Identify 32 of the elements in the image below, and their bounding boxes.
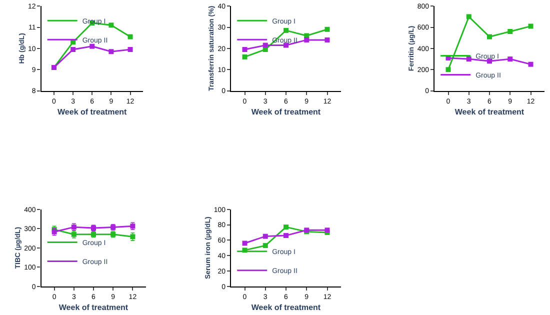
point (284, 224, 288, 230)
point (466, 56, 472, 62)
point (262, 42, 268, 48)
point (90, 44, 95, 49)
point (70, 46, 76, 52)
point (487, 34, 492, 40)
point (304, 33, 310, 38)
point (128, 46, 133, 52)
point (324, 37, 330, 42)
point (508, 28, 513, 34)
x-axis-title: Week of treatment (454, 107, 524, 116)
x-axis-title: Week of treatment (58, 302, 128, 312)
point (128, 34, 133, 40)
point (528, 24, 534, 29)
point (262, 234, 268, 239)
point (242, 54, 248, 60)
point (446, 67, 451, 72)
point (304, 37, 310, 42)
x-axis-title: Week of treatment (251, 107, 321, 116)
point (108, 49, 114, 54)
point (262, 243, 268, 248)
x-axis-title: Week of treatment (58, 107, 128, 116)
point (242, 240, 248, 246)
x-axis-title: Week of treatment (251, 302, 321, 312)
point (508, 56, 513, 62)
point (466, 14, 472, 20)
point (528, 62, 534, 67)
point (324, 26, 330, 32)
point (108, 22, 114, 28)
point (284, 28, 288, 33)
point (284, 233, 288, 238)
point (242, 46, 248, 52)
